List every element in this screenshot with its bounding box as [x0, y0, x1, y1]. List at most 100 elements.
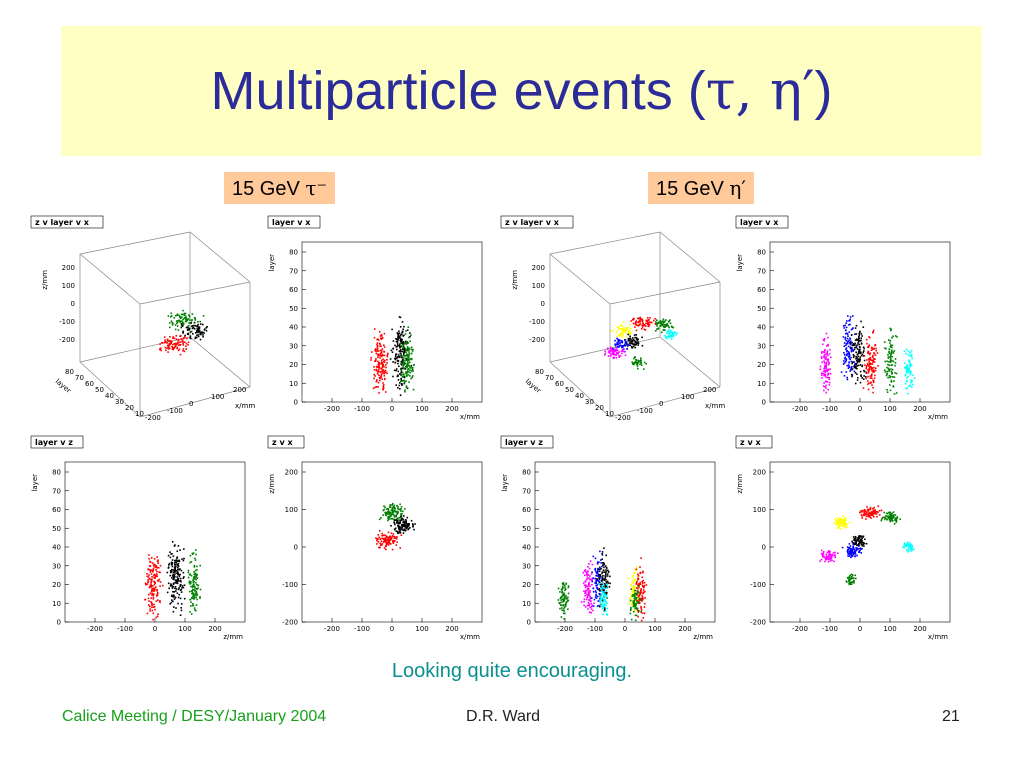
hit-point — [860, 375, 862, 377]
hit-point — [618, 339, 620, 342]
hit-point — [872, 512, 875, 515]
hit-point — [398, 528, 401, 530]
hit-point — [382, 388, 384, 391]
hit-point — [371, 351, 373, 353]
hit-point — [599, 598, 601, 600]
hit-point — [191, 592, 193, 595]
hit-point — [907, 375, 909, 378]
hit-point — [826, 353, 828, 355]
hit-point — [862, 536, 864, 538]
hit-point — [909, 373, 912, 376]
hit-point — [152, 606, 155, 608]
hit-point — [399, 530, 401, 533]
hit-point — [838, 523, 840, 525]
hit-point — [639, 566, 641, 568]
plot-title-box — [267, 435, 305, 449]
hit-point — [413, 364, 415, 366]
hit-point — [852, 343, 855, 345]
hit-point — [380, 349, 382, 352]
hit-point — [589, 591, 591, 594]
hit-point — [880, 509, 883, 512]
hit-point — [853, 366, 856, 369]
hit-point — [181, 325, 184, 327]
hit-point — [822, 385, 825, 387]
hit-point — [637, 615, 639, 618]
hit-point — [668, 321, 670, 323]
hit-point — [627, 339, 630, 341]
hit-point — [635, 566, 638, 568]
hit-point — [849, 577, 851, 579]
hit-point — [838, 521, 840, 523]
hit-point — [594, 596, 597, 599]
hit-point — [169, 574, 172, 577]
hit-point — [147, 580, 150, 583]
hit-point — [151, 609, 154, 612]
hit-point — [394, 511, 397, 513]
hit-point — [861, 510, 863, 512]
hit-point — [612, 349, 614, 351]
hit-point — [639, 323, 642, 325]
hit-point — [632, 600, 635, 602]
hit-point — [849, 342, 851, 345]
hit-point — [407, 374, 410, 376]
hit-point — [167, 566, 170, 568]
hit-point — [398, 336, 401, 338]
hit-point — [629, 332, 631, 335]
hit-point — [612, 329, 614, 332]
hit-point — [383, 375, 386, 377]
hit-point — [583, 590, 585, 592]
hit-point — [848, 354, 851, 357]
hit-point — [669, 333, 672, 336]
hit-point — [396, 359, 399, 362]
hit-point — [179, 577, 182, 580]
hit-point — [829, 555, 832, 558]
hit-point — [827, 344, 829, 347]
hit-point — [845, 358, 848, 361]
hit-point — [822, 554, 825, 556]
hit-point — [380, 371, 382, 373]
hit-point — [405, 330, 407, 332]
hit-point — [399, 356, 401, 359]
hit-point — [622, 334, 624, 336]
hit-point — [842, 525, 845, 528]
hit-point — [860, 535, 863, 537]
hit-point — [394, 523, 396, 526]
hit-point — [829, 368, 832, 370]
hit-point — [886, 391, 889, 393]
hit-point — [873, 506, 875, 509]
hit-point — [375, 368, 378, 371]
hit-point — [379, 530, 381, 532]
hit-point — [188, 580, 191, 582]
hit-point — [400, 514, 403, 516]
hit-point — [181, 341, 183, 343]
hit-point — [637, 360, 640, 362]
hit-point — [405, 386, 408, 389]
hit-point — [381, 535, 383, 537]
hit-point — [380, 345, 382, 347]
hit-point — [196, 598, 198, 601]
hit-point — [878, 514, 881, 516]
hit-point — [889, 376, 891, 379]
hit-point — [392, 510, 395, 513]
hit-point — [599, 566, 601, 569]
hit-point — [856, 344, 859, 346]
hit-point — [383, 354, 386, 357]
hit-point — [380, 337, 382, 340]
hit-point — [851, 555, 853, 557]
hit-point — [587, 588, 590, 591]
hit-point — [633, 317, 635, 320]
hit-point — [189, 319, 191, 321]
cube-edge — [189, 336, 251, 388]
hit-point — [175, 335, 178, 337]
hit-point — [587, 601, 590, 604]
hit-point — [380, 376, 383, 378]
hit-point — [828, 353, 831, 355]
hit-point — [404, 333, 407, 335]
hit-point — [830, 557, 832, 559]
hit-point — [635, 610, 637, 612]
hit-point — [661, 324, 664, 327]
hit-point — [152, 612, 155, 615]
hit-point — [198, 330, 201, 332]
hit-point — [389, 535, 391, 538]
hit-point — [381, 544, 383, 546]
